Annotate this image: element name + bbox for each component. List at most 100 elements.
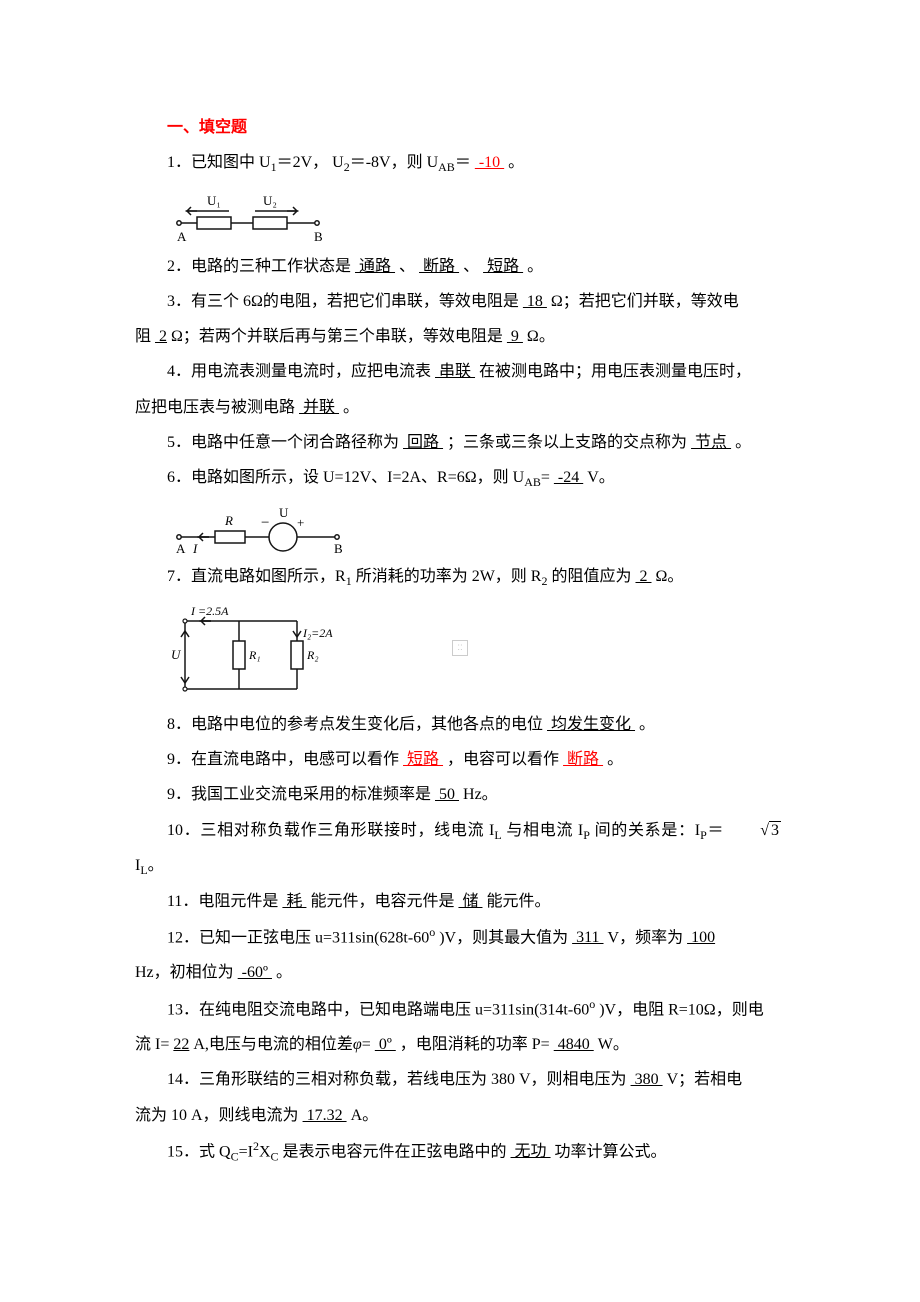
question-14-line1: 14．三角形联结的三相对称负载，若线电压为 380 V，则相电压为 380 V；… (135, 1062, 785, 1097)
q5-a2: 节点 (687, 434, 735, 451)
figure-2: A B R U − + I (167, 501, 785, 553)
q3-l1-mid: Ω；若把它们并联，等效电 (551, 293, 739, 310)
q2-pre: 2．电路的三种工作状态是 (167, 258, 351, 275)
q11-mid: 能元件，电容元件是 (310, 893, 454, 910)
q7-ans: 2 (631, 568, 655, 585)
fig1-U2: U₂ (263, 193, 277, 208)
q2-m1: 、 (399, 258, 415, 275)
q15-mid2: X (259, 1143, 271, 1160)
fig1-U1: U₁ (207, 193, 221, 208)
q5-mid: ；三条或三条以上支路的交点称为 (447, 434, 687, 451)
q14-l2-post: A。 (351, 1107, 379, 1124)
q11-a2: 储 (454, 893, 486, 910)
question-9a: 9．在直流电路中，电感可以看作 短路 ，电容可以看作 断路 。 (135, 742, 785, 777)
q12-a2: 100 (683, 929, 719, 946)
fig3-R2: R₂ (306, 648, 319, 662)
q1-mid3: ＝ (455, 154, 471, 171)
fig2-U: U (279, 505, 289, 520)
q15-pre: 15．式 Q (167, 1143, 231, 1160)
q12-l1-pre: 12．已知一正弦电压 u=311sin(628t-60 (167, 929, 429, 946)
q12-a3: -60º (234, 964, 276, 981)
q9a-a1: 短路 (399, 751, 447, 768)
q9b-ans: 50 (431, 786, 463, 803)
q9a-post: 。 (607, 751, 623, 768)
fig2-plus: + (297, 515, 304, 530)
q13-l1-mid: )V，电阻 R=10Ω，则电 (595, 1001, 763, 1018)
q15-mid1: =I (239, 1143, 253, 1160)
fig2-B: B (334, 541, 343, 553)
q9b-post: Hz。 (463, 786, 498, 803)
q2-post: 。 (527, 258, 543, 275)
q13-a1: 22 (169, 1036, 193, 1053)
watermark-icon: :: (452, 640, 468, 656)
fig2-minus: − (261, 515, 269, 531)
q14-a1: 380 (627, 1071, 667, 1088)
q6-mid: = (541, 469, 550, 486)
q7-pre: 7．直流电路如图所示，R (167, 568, 346, 585)
q14-l2-pre: 流为 10 A，则线电流为 (135, 1107, 299, 1124)
q13-l2-pre: 流 I= (135, 1036, 169, 1053)
q4-l2-pre: 应把电压表与被测电路 (135, 399, 295, 416)
question-15: 15．式 QC=I2XC 是表示电容元件在正弦电路中的 无功 功率计算公式。 (135, 1133, 785, 1170)
q7-mid2: 的阻值应为 (547, 568, 631, 585)
q13-l1-pre: 13．在纯电阻交流电路中，已知电路端电压 u=311sin(314t-60 (167, 1001, 589, 1018)
q5-a1: 回路 (399, 434, 447, 451)
q8-post: 。 (639, 716, 655, 733)
figure-1: A B U₁ U₂ (167, 187, 785, 243)
q10-subP1: P (583, 828, 590, 842)
q13-l2-mid1: A,电压与电流的相位差 (193, 1036, 353, 1053)
q6-post: V。 (587, 469, 615, 486)
q4-l2-post: 。 (343, 399, 359, 416)
question-5: 5．电路中任意一个闭合路径称为 回路 ；三条或三条以上支路的交点称为 节点 。 (135, 425, 785, 460)
q15-mid3: 是表示电容元件在正弦电路中的 (279, 1143, 507, 1160)
question-4-line2: 应把电压表与被测电路 并联 。 (135, 390, 785, 425)
q10-end: 。 (148, 857, 164, 874)
q2-a3: 短路 (479, 258, 527, 275)
q1-post: 。 (508, 154, 524, 171)
fig3-R1: R₁ (248, 648, 261, 662)
question-2: 2．电路的三种工作状态是 通路 、 断路 、 短路 。 (135, 249, 785, 284)
question-1: 1．已知图中 U1＝2V， U2＝-8V，则 UAB＝ -10 。 (135, 145, 785, 181)
q5-pre: 5．电路中任意一个闭合路径称为 (167, 434, 399, 451)
fig1-B: B (314, 229, 323, 243)
question-12-line2: Hz，初相位为 -60º 。 (135, 955, 785, 990)
fig1-A: A (177, 229, 187, 243)
q10-mid3: ＝ (707, 822, 724, 839)
q12-a1: 311 (568, 929, 607, 946)
q13-a3: 4840 (550, 1036, 598, 1053)
q3-a3: 9 (503, 328, 527, 345)
q3-l1-pre: 3．有三个 6Ω的电阻，若把它们串联，等效电阻是 (167, 293, 519, 310)
q4-a2: 并联 (295, 399, 343, 416)
q6-pre: 6．电路如图所示，设 U=12V、I=2A、R=6Ω，则 U (167, 469, 524, 486)
q3-l2-post: Ω。 (527, 328, 555, 345)
question-3-line1: 3．有三个 6Ω的电阻，若把它们串联，等效电阻是 18 Ω；若把它们并联，等效电 (135, 284, 785, 319)
q13-phi: φ (353, 1036, 362, 1053)
question-10: 10．三相对称负载作三角形联接时，线电流 IL 与相电流 IP 间的关系是：IP… (135, 813, 785, 884)
section-title: 一、填空题 (135, 110, 785, 145)
q1-mid1: ＝2V， U (277, 154, 344, 171)
fig2-R: R (224, 513, 233, 528)
question-9b: 9．我国工业交流电采用的标准频率是 50 Hz。 (135, 777, 785, 812)
q15-ans: 无功 (507, 1143, 555, 1160)
question-13-line1: 13．在纯电阻交流电路中，已知电路端电压 u=311sin(314t-60o )… (135, 991, 785, 1028)
fig3-Itop: I =2.5A (190, 604, 229, 618)
q1-text: 1．已知图中 U (167, 154, 271, 171)
q1-mid2: ＝-8V，则 U (350, 154, 438, 171)
q8-ans: 均发生变化 (543, 716, 639, 733)
q13-l2-mid2: ，电阻消耗的功率 P= (400, 1036, 550, 1053)
q15-subC: C (231, 1149, 239, 1163)
q10-subL2: L (140, 863, 147, 877)
q2-a1: 通路 (351, 258, 399, 275)
q8-pre: 8．电路中电位的参考点发生变化后，其他各点的电位 (167, 716, 543, 733)
q2-m2: 、 (463, 258, 479, 275)
question-6: 6．电路如图所示，设 U=12V、I=2A、R=6Ω，则 UAB= -24 V。 (135, 460, 785, 496)
fig2-A: A (176, 541, 186, 553)
question-11: 11．电阻元件是 耗 能元件，电容元件是 储 能元件。 (135, 884, 785, 919)
q13-l2-mid1b: = (362, 1036, 371, 1053)
question-12-line1: 12．已知一正弦电压 u=311sin(628t-60o )V，则其最大值为 3… (135, 919, 785, 956)
q10-mid2: 间的关系是：I (590, 822, 700, 839)
q10-subP2: P (700, 828, 707, 842)
q9a-mid: ，电容可以看作 (447, 751, 559, 768)
q11-a1: 耗 (278, 893, 310, 910)
q7-mid1: 所消耗的功率为 2W，则 R (352, 568, 542, 585)
